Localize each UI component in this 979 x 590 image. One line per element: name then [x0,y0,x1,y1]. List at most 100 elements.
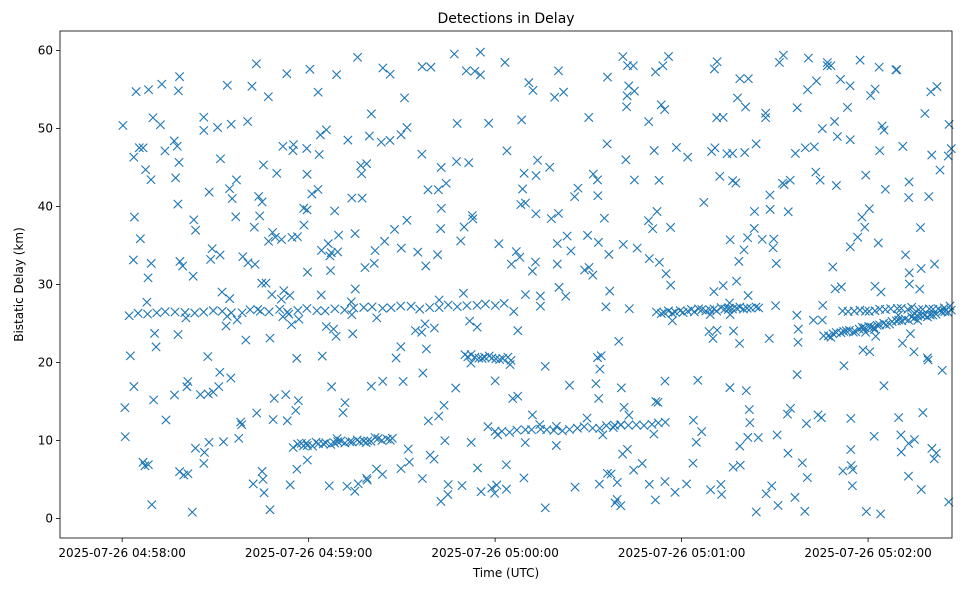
track-point [415,304,425,314]
clutter-point [330,206,340,216]
clutter-point [282,416,292,426]
clutter-point [484,118,494,128]
clutter-point [817,315,827,325]
clutter-point [265,333,275,343]
clutter-point [731,276,742,286]
track-point [462,301,472,311]
track-point [595,423,605,433]
clutter-point [468,214,478,224]
clutter-point [618,449,628,459]
clutter-point [857,212,867,222]
clutter-point [494,239,504,249]
clutter-point [622,91,632,101]
clutter-point [772,430,782,440]
clutter-point [760,113,771,123]
clutter-point [360,263,370,273]
track-point [434,303,444,313]
clutter-point [531,209,541,219]
clutter-point [649,145,659,156]
clutter-point [199,447,210,457]
clutter-point [369,258,379,268]
clutter-point [331,331,341,341]
clutter-point [457,480,467,491]
clutter-point [602,139,612,149]
clutter-point [944,497,954,507]
clutter-point [749,206,760,217]
clutter-point [284,309,294,319]
clutter-point [864,204,874,214]
clutter-point [793,337,803,347]
clutter-point [350,229,360,239]
track-point [914,305,924,315]
track-point [839,326,849,337]
clutter-point [499,298,509,308]
clutter-point [433,185,444,195]
clutter-point [215,250,225,260]
clutter-point [764,333,774,344]
clutter-point [927,443,937,453]
clutter-point [896,447,906,457]
clutter-point [873,238,883,248]
y-tick-label: 50 [38,122,53,136]
clutter-point [459,222,469,232]
clutter-point [511,246,521,257]
clutter-point [346,297,356,307]
clutter-point [616,501,626,511]
clutter-point [618,239,628,249]
clutter-point [822,57,832,68]
clutter-point [118,120,128,131]
track-point [836,328,846,338]
clutter-point [632,243,642,253]
clutter-point [644,479,654,489]
clutter-point [667,316,677,326]
x-tick-label: 2025-07-26 05:01:00 [618,546,745,560]
track-point [631,420,641,430]
clutter-point [443,489,453,500]
track-point [512,425,522,435]
clutter-point [520,198,531,208]
clutter-point [361,438,371,448]
clutter-point [725,310,735,320]
track-point [907,302,917,312]
clutter-point [125,351,135,361]
clutter-point [325,265,336,276]
clutter-point [670,487,680,497]
clutter-point [624,410,634,420]
clutter-point [396,130,406,140]
clutter-point [215,154,226,164]
track-point [579,422,589,432]
track-point [922,312,933,322]
clutter-point [294,314,304,324]
clutter-point [475,70,486,80]
clutter-point [257,197,267,207]
track-point [142,309,153,319]
clutter-point [470,66,480,76]
clutter-point [278,312,288,322]
clutter-point [817,124,827,134]
clutter-point [232,315,242,325]
clutter-point [605,286,615,296]
clutter-point [658,61,668,71]
clutter-point [421,344,431,354]
track-point [939,303,949,313]
clutter-point [143,85,154,95]
clutter-point [582,230,593,240]
clutter-point [688,458,698,468]
clutter-point [261,278,271,288]
clutter-point [612,477,622,487]
clutter-point [870,84,880,94]
clutter-point [535,419,545,430]
clutter-point [848,465,858,475]
clutter-point [717,489,727,500]
clutter-point [937,365,947,375]
clutter-point [761,489,771,499]
clutter-point [171,173,181,183]
clutter-point [773,500,783,511]
clutter-point [259,488,269,498]
clutter-point [734,256,744,266]
clutter-point [451,156,462,167]
clutter-point [519,168,529,178]
clutter-point [483,422,493,432]
clutter-point [880,184,890,194]
track-point [900,314,910,324]
